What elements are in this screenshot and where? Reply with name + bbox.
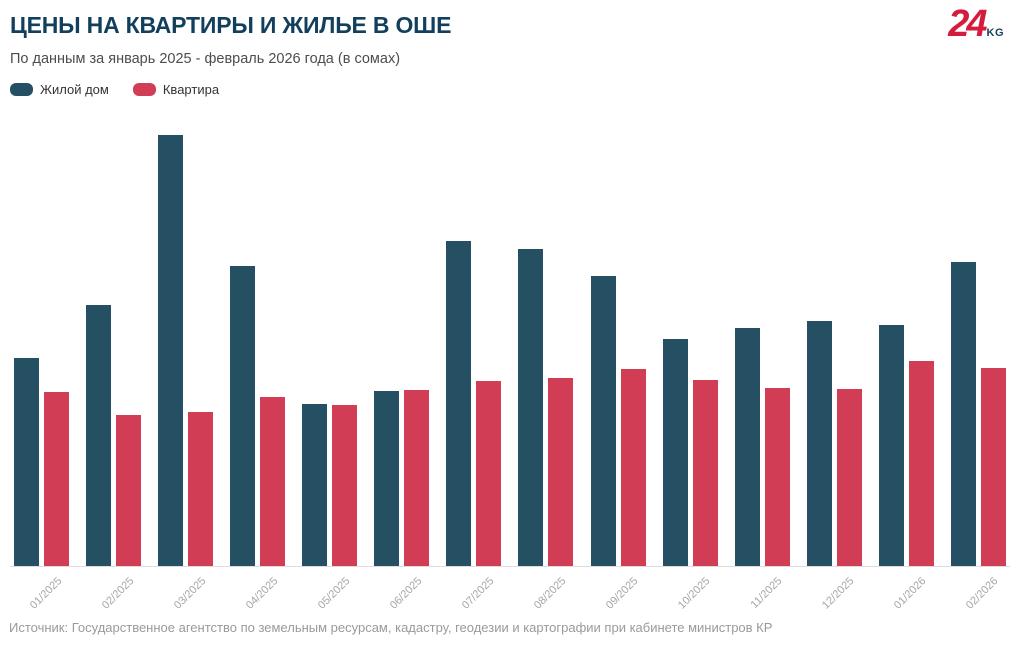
logo-kg-text: KG <box>986 27 1004 40</box>
bar-house-09-2025[interactable] <box>590 276 616 566</box>
bar-apartment-04-2025[interactable] <box>260 397 286 566</box>
legend-item-apartment[interactable]: Квартира <box>132 82 220 97</box>
plot-area: 01/2025 02/2025 03/2025 04/2025 05/2025 06/20… <box>10 120 1010 612</box>
bar-group-04-2025: 04/2025 <box>230 120 286 612</box>
bar-house-01-2025[interactable] <box>14 358 39 566</box>
x-axis-label: 12/2025 <box>820 575 857 612</box>
bar-house-08-2025[interactable] <box>518 249 544 566</box>
bar-house-04-2025[interactable] <box>230 266 256 566</box>
bar-group-02-2025: 02/2025 <box>86 120 142 612</box>
logo-24-text: 24 <box>948 3 987 45</box>
24kg-logo[interactable]: 24 KG <box>948 3 1004 45</box>
bar-apartment-12-2025[interactable] <box>836 389 862 566</box>
legend: Жилой дом Квартира <box>10 82 219 97</box>
bar-apartment-02-2026[interactable] <box>980 368 1006 566</box>
legend-label-apartment: Квартира <box>162 82 220 97</box>
bar-house-02-2025[interactable] <box>86 305 112 566</box>
bar-apartment-05-2025[interactable] <box>332 405 358 566</box>
bar-house-02-2026[interactable] <box>950 262 976 566</box>
apartment-series-swatch <box>132 83 156 96</box>
bar-group-02-2026: 02/2026 <box>950 120 1006 612</box>
legend-label-house: Жилой дом <box>40 82 109 97</box>
legend-item-house[interactable]: Жилой дом <box>10 82 109 97</box>
bar-house-05-2025[interactable] <box>302 404 328 566</box>
bar-group-11-2025: 11/2025 <box>734 120 790 611</box>
bars-container: 01/2025 02/2025 03/2025 04/2025 05/2025 06/20… <box>14 120 1006 612</box>
bar-group-01-2025: 01/2025 <box>14 120 69 612</box>
bar-house-10-2025[interactable] <box>662 339 688 566</box>
page-subtitle: По данным за январь 2025 - февраль 2026 … <box>10 51 401 67</box>
x-axis-label: 02/2026 <box>964 575 1001 612</box>
x-axis-label: 01/2026 <box>892 575 929 612</box>
bar-group-09-2025: 09/2025 <box>590 120 646 612</box>
bar-apartment-08-2025[interactable] <box>548 378 574 566</box>
bar-apartment-06-2025[interactable] <box>404 390 430 566</box>
bar-group-01-2026: 01/2026 <box>878 120 934 612</box>
bar-apartment-11-2025[interactable] <box>764 388 790 566</box>
bar-house-06-2025[interactable] <box>374 391 400 566</box>
bar-group-07-2025: 07/2025 <box>446 120 502 612</box>
house-series-swatch <box>10 83 33 96</box>
bar-apartment-03-2025[interactable] <box>188 412 214 566</box>
bar-apartment-01-2026[interactable] <box>908 361 934 566</box>
bar-group-05-2025: 05/2025 <box>302 120 358 612</box>
bar-apartment-09-2025[interactable] <box>620 369 646 566</box>
bar-group-06-2025: 06/2025 <box>374 120 430 612</box>
bar-group-10-2025: 10/2025 <box>662 120 718 612</box>
bar-house-12-2025[interactable] <box>806 321 832 566</box>
bar-house-07-2025[interactable] <box>446 241 472 566</box>
bar-group-03-2025: 03/2025 <box>158 120 214 612</box>
bar-house-01-2026[interactable] <box>878 325 904 566</box>
page-title: ЦЕНЫ НА КВАРТИРЫ И ЖИЛЬЕ В ОШЕ <box>10 12 452 38</box>
bar-group-12-2025: 12/2025 <box>806 120 862 612</box>
bar-house-11-2025[interactable] <box>734 328 760 566</box>
bar-apartment-02-2025[interactable] <box>116 415 142 566</box>
bar-apartment-07-2025[interactable] <box>476 381 502 566</box>
bar-group-08-2025: 08/2025 <box>518 120 574 612</box>
x-axis-line <box>10 566 1010 567</box>
source-attribution: Источник: Государственное агентство по з… <box>9 620 773 635</box>
bar-apartment-10-2025[interactable] <box>692 380 718 566</box>
bar-apartment-01-2025[interactable] <box>44 392 69 566</box>
bar-house-03-2025[interactable] <box>158 135 184 566</box>
